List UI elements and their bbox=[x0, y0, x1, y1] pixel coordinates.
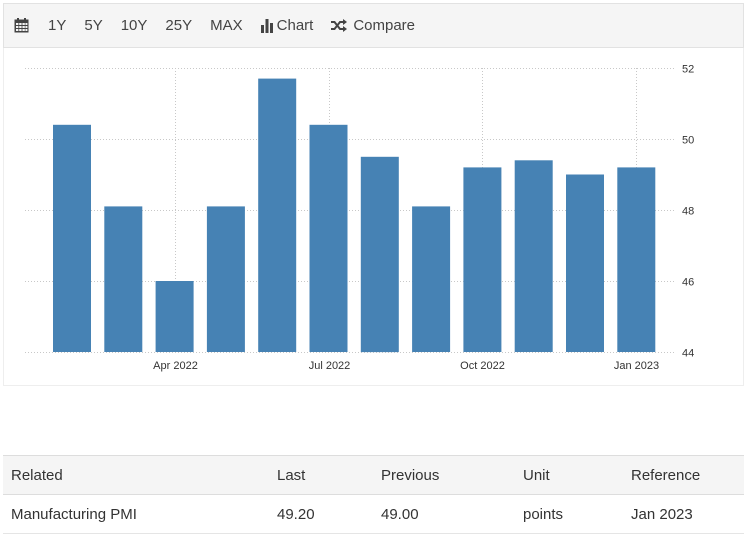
previous-value: 49.00 bbox=[373, 494, 515, 534]
y-tick-label: 44 bbox=[682, 348, 694, 360]
col-related-header: Related bbox=[3, 455, 269, 495]
bar[interactable]: Oct 2022: 49.2 bbox=[463, 167, 502, 352]
col-previous-header: Previous bbox=[373, 455, 515, 495]
range-25y-button[interactable]: 25Y bbox=[165, 17, 193, 34]
bar[interactable]: Mar 2022: 48.1 bbox=[104, 206, 143, 352]
calendar-icon bbox=[14, 18, 29, 33]
bar-chart-icon bbox=[260, 18, 273, 33]
range-5y-button[interactable]: 5Y bbox=[84, 17, 103, 34]
range-1y-button[interactable]: 1Y bbox=[48, 17, 67, 34]
bar[interactable]: Jun 2022: 51.7 bbox=[258, 78, 297, 352]
bar[interactable]: Jan 2023: 49.2 bbox=[617, 167, 656, 352]
bar[interactable]: Sep 2022: 48.1 bbox=[412, 206, 451, 352]
bar[interactable]: Feb 2022: 50.4 bbox=[53, 124, 91, 352]
compare-button[interactable]: Compare bbox=[322, 4, 424, 47]
shuffle-icon bbox=[331, 19, 348, 32]
y-tick-label: 46 bbox=[682, 277, 694, 289]
y-tick-label: 48 bbox=[682, 206, 694, 218]
table-header-row: Related Last Previous Unit Reference bbox=[3, 455, 744, 495]
chart-toolbar: 1Y 5Y 10Y 25Y MAX Chart Compare bbox=[3, 3, 744, 48]
unit-value: points bbox=[515, 494, 623, 534]
related-table: Related Last Previous Unit Reference Man… bbox=[3, 455, 744, 534]
table-row[interactable]: Manufacturing PMI 49.20 49.00 points Jan… bbox=[3, 494, 744, 534]
x-tick-label: Oct 2022 bbox=[460, 360, 505, 372]
col-last-header: Last bbox=[269, 455, 373, 495]
related-link[interactable]: Manufacturing PMI bbox=[3, 494, 269, 534]
chart-type-label: Chart bbox=[276, 17, 314, 34]
calendar-button[interactable] bbox=[4, 4, 39, 47]
bar[interactable]: Jul 2022: 50.4 bbox=[309, 124, 348, 352]
y-axis: 44 46 48 50 52 bbox=[682, 64, 694, 360]
reference-value: Jan 2023 bbox=[623, 494, 744, 534]
chart-bars: Feb 2022: 50.4 Mar 2022: 48.1 Apr 2022: 46… bbox=[53, 78, 656, 353]
x-tick-label: Apr 2022 bbox=[153, 360, 198, 372]
x-tick-label: Jan 2023 bbox=[614, 360, 659, 372]
bar[interactable]: Aug 2022: 49.5 bbox=[360, 156, 399, 353]
x-axis: Apr 2022 Jul 2022 Oct 2022 Jan 2023 bbox=[153, 360, 659, 372]
bar[interactable]: Dec 2022: 49 bbox=[566, 174, 604, 353]
y-tick-label: 52 bbox=[682, 64, 694, 76]
y-tick-label: 50 bbox=[682, 135, 694, 147]
last-value: 49.20 bbox=[269, 494, 373, 534]
range-10y-button[interactable]: 10Y bbox=[120, 17, 148, 34]
range-max-button[interactable]: MAX bbox=[210, 17, 243, 34]
compare-label: Compare bbox=[353, 17, 416, 34]
col-unit-header: Unit bbox=[515, 455, 623, 495]
chart-type-button[interactable]: Chart bbox=[252, 4, 323, 47]
bar[interactable]: Apr 2022: 46 bbox=[155, 281, 194, 352]
bar[interactable]: Nov 2022: 49.4 bbox=[514, 160, 553, 352]
col-reference-header: Reference bbox=[623, 455, 744, 495]
bar[interactable]: May 2022: 48.1 bbox=[206, 206, 245, 352]
x-tick-label: Jul 2022 bbox=[309, 360, 351, 372]
bar-chart: Feb 2022: 50.4 Mar 2022: 48.1 Apr 2022: 46… bbox=[25, 64, 694, 372]
